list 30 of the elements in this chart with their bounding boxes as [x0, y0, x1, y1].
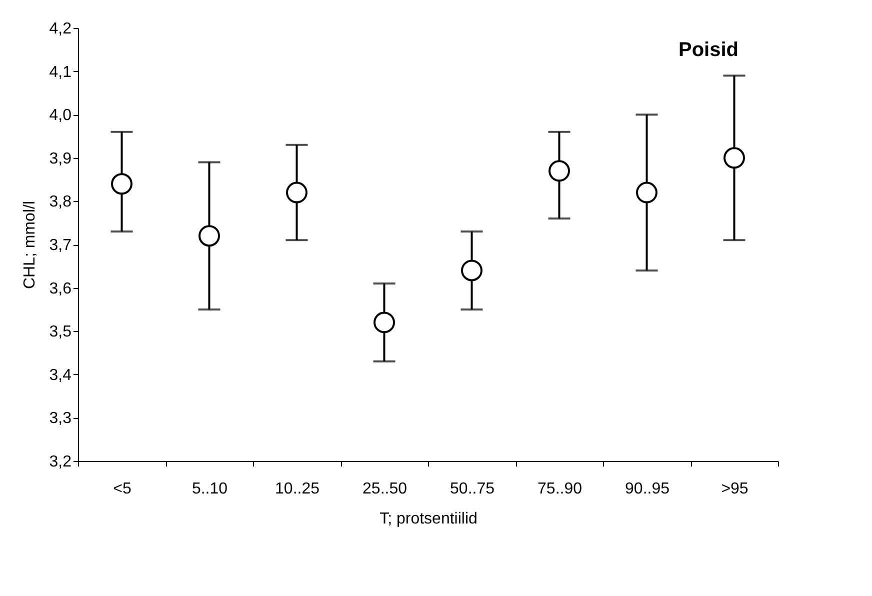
- y-tick-label: 4,0: [49, 107, 72, 124]
- x-tick-label: 25..50: [362, 480, 408, 498]
- point: [374, 312, 395, 334]
- x-tick-label: 90..95: [625, 480, 670, 498]
- x-tick-label: 75..90: [538, 480, 582, 498]
- text: Poisid: [678, 39, 738, 61]
- x-tick-label: 50..75: [450, 480, 495, 498]
- x-tick-label: >95: [721, 480, 748, 498]
- point: [461, 260, 482, 282]
- point: [724, 147, 745, 169]
- x-tick-label: 10..25: [275, 480, 320, 498]
- y-tick-label: 4,2: [49, 20, 72, 38]
- y-tick-label: 3,6: [49, 280, 72, 298]
- x-axis-title: T; protsentiilid: [380, 510, 478, 528]
- x-tick-label: <5: [113, 480, 132, 498]
- y-tick-label: 4,1: [49, 64, 72, 81]
- point: [198, 225, 220, 247]
- y-tick-label: 3,7: [49, 237, 72, 254]
- point: [636, 182, 658, 204]
- point: [286, 182, 308, 204]
- y-tick-label: 3,9: [49, 150, 72, 168]
- point: [548, 160, 570, 182]
- y-tick-label: 3,5: [49, 324, 72, 341]
- y-axis-title: CHL; mmol/l: [21, 200, 38, 290]
- y-tick-label: 3,2: [49, 454, 72, 470]
- y-tick-label: 3,8: [49, 194, 72, 211]
- point: [111, 173, 132, 195]
- x-tick-label: 5..10: [192, 480, 228, 498]
- y-tick-label: 3,4: [49, 366, 72, 384]
- y-tick-label: 3,3: [49, 410, 72, 428]
